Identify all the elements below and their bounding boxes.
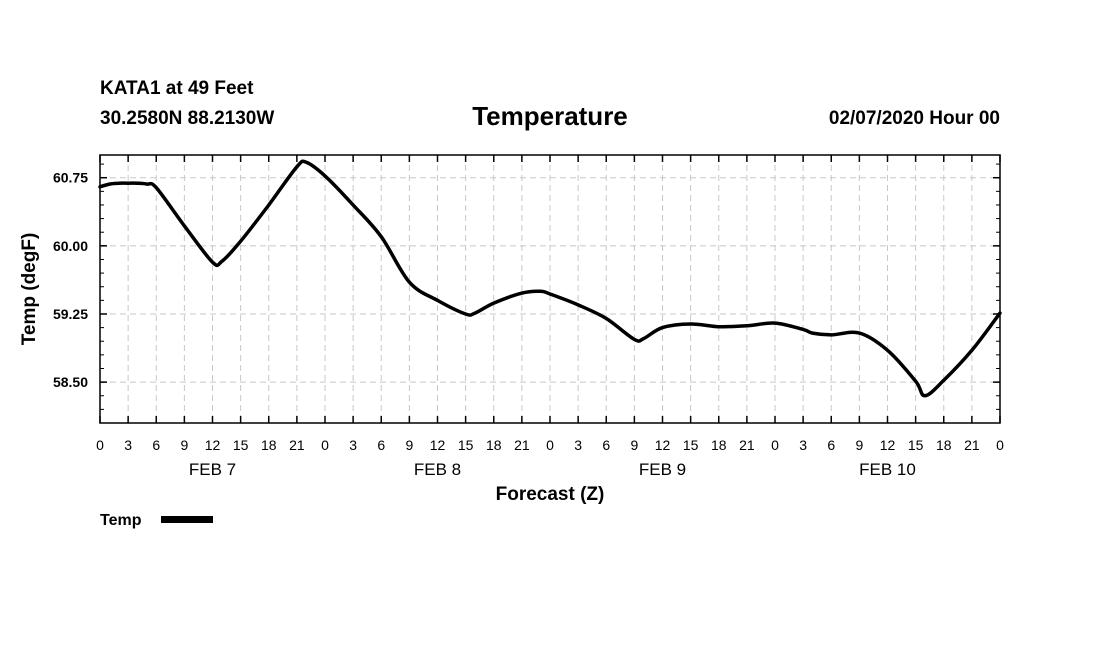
x-tick-label: 6 bbox=[827, 437, 835, 453]
plot-frame bbox=[99, 154, 1001, 424]
legend-label: Temp bbox=[100, 512, 142, 529]
chart-title: Temperature bbox=[472, 101, 628, 131]
x-tick-label: 3 bbox=[349, 437, 357, 453]
x-tick-label: 12 bbox=[880, 437, 896, 453]
x-tick-label: 0 bbox=[96, 437, 104, 453]
x-tick-label: 3 bbox=[124, 437, 132, 453]
y-tick-label: 60.00 bbox=[53, 238, 88, 254]
x-tick-label: 9 bbox=[855, 437, 863, 453]
x-tick-label: 15 bbox=[908, 437, 924, 453]
grid bbox=[100, 155, 1000, 423]
x-tick-label: 9 bbox=[630, 437, 638, 453]
series-group bbox=[98, 159, 1002, 398]
x-tick-label: 12 bbox=[205, 437, 221, 453]
run-label: 02/07/2020 Hour 00 bbox=[829, 108, 1000, 129]
x-tick-label: 15 bbox=[233, 437, 249, 453]
y-tick-label: 60.75 bbox=[53, 170, 88, 186]
day-label: FEB 10 bbox=[859, 460, 916, 479]
x-tick-label: 0 bbox=[771, 437, 779, 453]
series-line-temp bbox=[98, 159, 1002, 398]
day-labels: FEB 7 FEB 8 FEB 9 FEB 10 bbox=[189, 460, 916, 479]
x-tick-label: 21 bbox=[964, 437, 980, 453]
x-tick-label: 21 bbox=[739, 437, 755, 453]
x-tick-label: 12 bbox=[655, 437, 671, 453]
x-tick-label: 15 bbox=[458, 437, 474, 453]
x-axis-label: Forecast (Z) bbox=[496, 484, 605, 505]
x-tick-labels: 0 3 6 9 12 15 18 21 0 3 6 9 12 15 18 21 0 3 6 9 12 15 18 21 0 3 6 9… bbox=[96, 437, 1004, 453]
x-tick-label: 0 bbox=[546, 437, 554, 453]
day-label: FEB 9 bbox=[639, 460, 686, 479]
day-label: FEB 7 bbox=[189, 460, 236, 479]
x-tick-label: 3 bbox=[799, 437, 807, 453]
x-tick-label: 6 bbox=[152, 437, 160, 453]
y-tick-label: 58.50 bbox=[53, 374, 88, 390]
axis-ticks bbox=[99, 155, 1001, 423]
y-tick-labels: 60.75 60.00 59.25 58.50 bbox=[53, 170, 88, 390]
x-tick-label: 0 bbox=[321, 437, 329, 453]
station-label: KATA1 at 49 Feet bbox=[100, 78, 254, 99]
x-tick-label: 6 bbox=[377, 437, 385, 453]
x-tick-label: 18 bbox=[936, 437, 952, 453]
day-label: FEB 8 bbox=[414, 460, 461, 479]
y-axis-label: Temp (degF) bbox=[19, 233, 40, 346]
legend-swatch bbox=[161, 516, 213, 523]
coords-label: 30.2580N 88.2130W bbox=[100, 108, 274, 129]
x-tick-label: 18 bbox=[711, 437, 727, 453]
x-tick-label: 9 bbox=[180, 437, 188, 453]
x-tick-label: 15 bbox=[683, 437, 699, 453]
x-tick-label: 12 bbox=[430, 437, 446, 453]
x-tick-label: 0 bbox=[996, 437, 1004, 453]
x-tick-label: 6 bbox=[602, 437, 610, 453]
x-tick-label: 3 bbox=[574, 437, 582, 453]
y-tick-label: 59.25 bbox=[53, 306, 88, 322]
x-tick-label: 18 bbox=[486, 437, 502, 453]
x-tick-label: 18 bbox=[261, 437, 277, 453]
x-tick-label: 9 bbox=[405, 437, 413, 453]
x-tick-label: 21 bbox=[514, 437, 530, 453]
x-tick-label: 21 bbox=[289, 437, 305, 453]
